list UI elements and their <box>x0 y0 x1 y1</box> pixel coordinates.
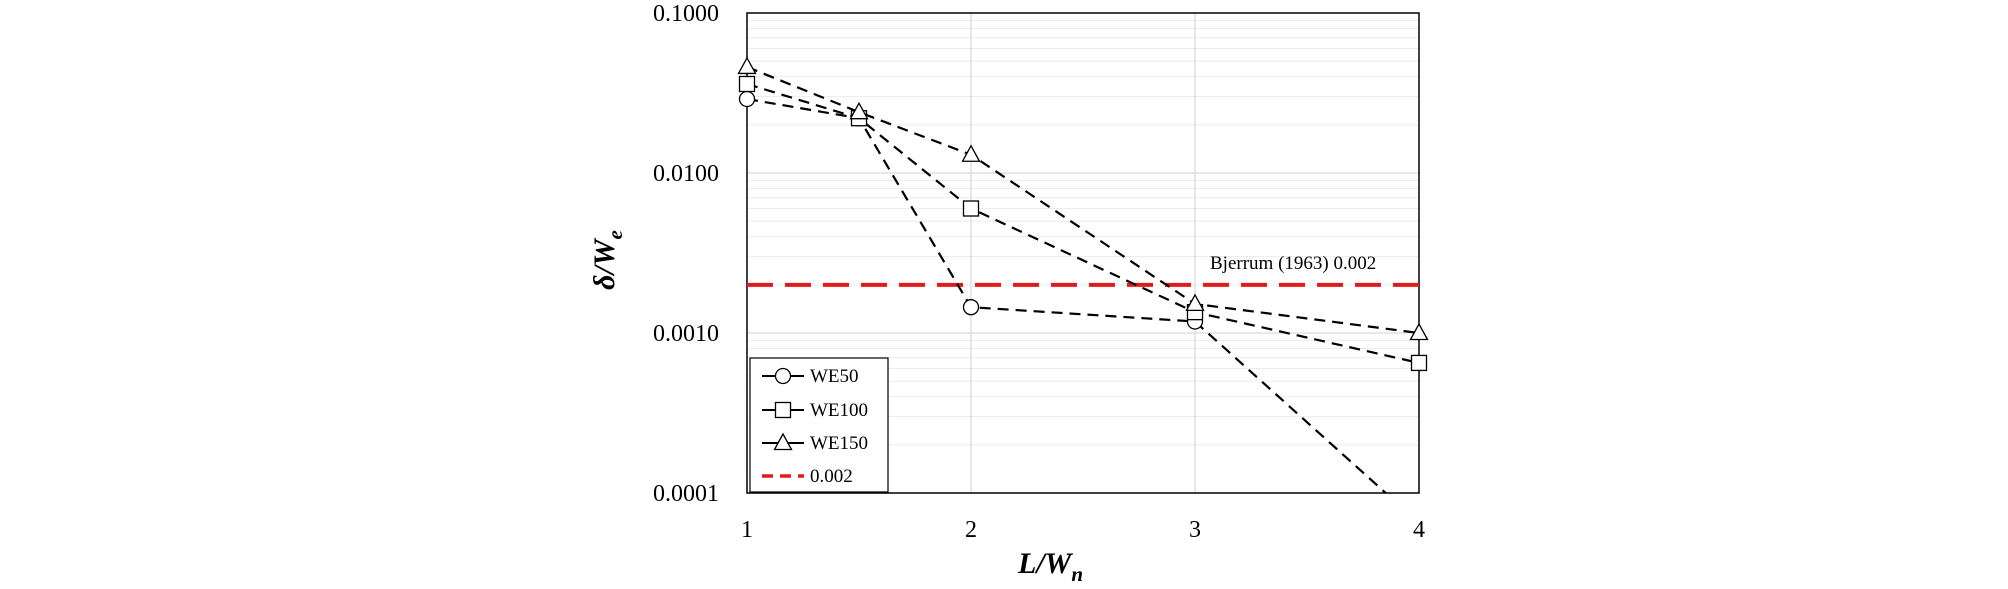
legend-item: WE100 <box>762 400 868 421</box>
data-point <box>1410 354 1428 372</box>
data-point <box>1409 322 1429 341</box>
y-tick-label: 0.1000 <box>653 1 719 27</box>
legend-label: WE150 <box>810 433 868 454</box>
data-point <box>849 101 869 120</box>
legend: WE50 WE100 WE150 0.002 <box>749 357 889 493</box>
data-point <box>962 299 980 316</box>
legend-marker <box>773 432 793 451</box>
data-point <box>1185 293 1205 312</box>
legend-items: WE50 WE100 WE150 0.002 <box>762 366 868 487</box>
data-point <box>962 200 980 217</box>
legend-marker <box>774 367 792 385</box>
legend-label: WE50 <box>810 366 859 387</box>
x-tick-labels: 1 2 3 4 <box>741 517 1425 543</box>
series-we150 <box>737 56 1429 341</box>
x-tick-label: 3 <box>1189 517 1201 543</box>
data-point <box>961 144 981 162</box>
y-axis-title: δ/We <box>588 230 627 290</box>
legend-label: 0.002 <box>810 466 853 487</box>
x-tick-label: 2 <box>965 517 977 543</box>
legend-item: 0.002 <box>762 466 853 487</box>
y-tick-labels: 0.0001 0.0010 0.0100 0.1000 <box>653 1 719 507</box>
legend-item: WE50 <box>762 366 859 387</box>
legend-item: WE150 <box>762 432 868 454</box>
x-axis-title: L/Wn <box>1017 547 1083 586</box>
legend-label: WE100 <box>810 400 868 421</box>
legend-box <box>749 357 889 493</box>
x-tick-label: 4 <box>1413 517 1425 543</box>
series-group <box>737 56 1429 493</box>
data-point <box>738 90 756 108</box>
y-tick-label: 0.0001 <box>653 481 719 507</box>
y-tick-label: 0.0010 <box>653 321 719 347</box>
data-point <box>737 56 757 75</box>
reference-annotation: Bjerrum (1963) 0.002 <box>1210 253 1376 274</box>
y-tick-label: 0.0100 <box>653 161 719 187</box>
data-point <box>738 75 756 93</box>
legend-marker <box>774 401 792 419</box>
plot-border <box>746 12 1420 494</box>
x-tick-label: 1 <box>741 517 753 543</box>
